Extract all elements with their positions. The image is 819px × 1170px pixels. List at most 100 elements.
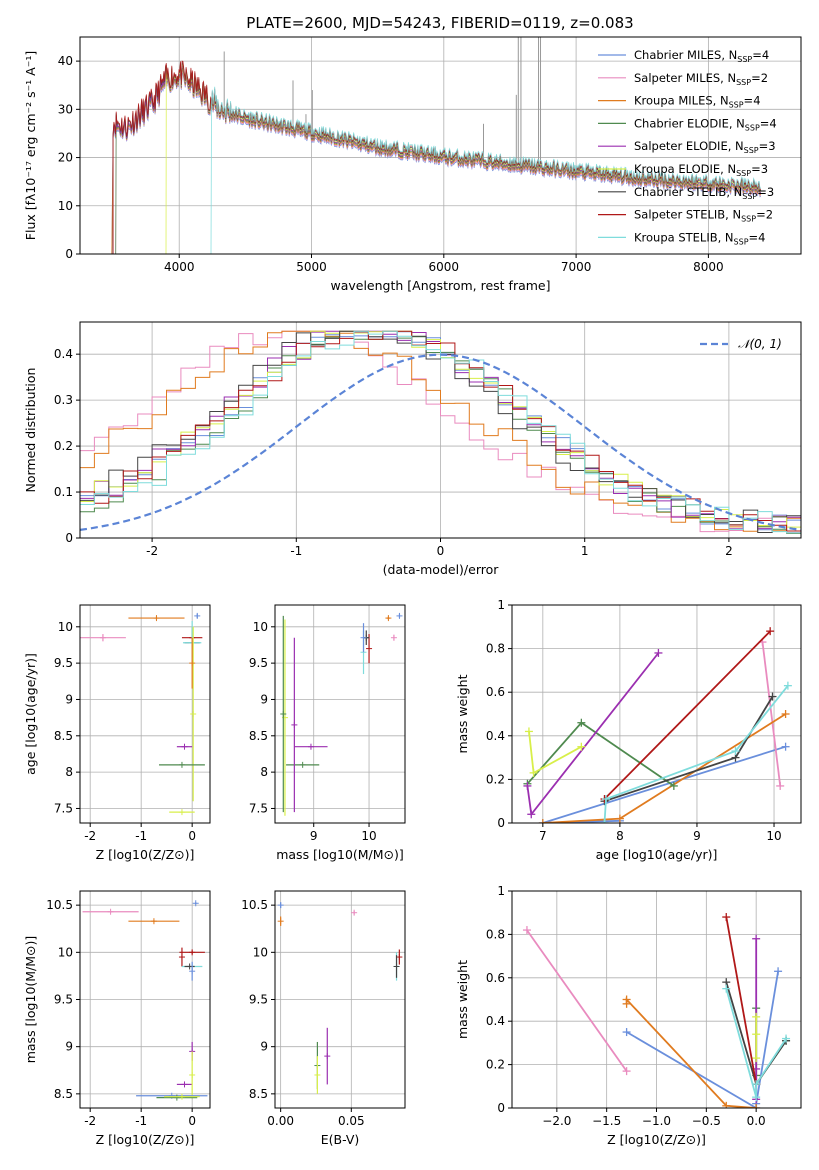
legend-label: Chabrier STELIB, NSSP=3 [634,185,774,201]
x-axis-label: Z [log10(Z/Z⊙)] [607,1132,706,1147]
grid [80,605,210,823]
y-tick-label: 0 [497,1101,505,1115]
y-tick-label: 0.6 [486,971,505,985]
legend-label: Chabrier MILES, NSSP=4 [634,48,769,64]
legend-nssp-eq: = [759,139,769,153]
y-tick-label: 0.2 [486,1058,505,1072]
x-tick-label: 9 [310,829,318,843]
y-tick-label: 9.5 [54,656,73,670]
legend-nssp-prefix: , N [720,71,736,85]
plot-area [522,913,791,1108]
legend-model-name: Salpeter ELODIE [634,139,728,153]
y-tick-label: 9 [260,692,268,706]
y-tick-label: 8.5 [54,729,73,743]
legend-nssp-sub: SSP [741,215,756,224]
y-tick-label: 0 [65,531,73,545]
legend-nssp-eq: = [751,162,761,176]
x-tick-label: 0.0 [747,1114,766,1128]
weight-series-line [526,721,675,787]
grid [275,605,405,823]
plot-area [523,627,792,823]
y-tick-label: 20 [58,151,73,165]
x-tick-label: 9 [693,829,701,843]
x-tick-label: 0 [188,1114,196,1128]
y-tick-label: 9 [65,692,73,706]
legend-nssp-value: 3 [768,139,775,153]
x-tick-label: −0.5 [692,1114,721,1128]
y-tick-label: 10 [58,945,73,959]
y-axis-label: Normed distribution [23,368,38,493]
legend-nssp-prefix: , N [721,48,737,62]
y-tick-label: 7.5 [249,801,268,815]
y-tick-label: 0.4 [54,347,73,361]
x-tick-label: -2 [146,544,158,558]
y-tick-label: 0.4 [486,729,505,743]
y-tick-label: 0.3 [54,393,73,407]
plot-area [280,612,403,816]
y-tick-label: 40 [58,54,73,68]
y-tick-label: 0 [497,816,505,830]
x-tick-label: -2 [84,1114,96,1128]
legend-nssp-eq: = [752,48,762,62]
x-tick-label: −1.0 [642,1114,671,1128]
y-tick-label: 1 [497,884,505,898]
x-tick-label: 6000 [429,260,460,274]
x-tick-label: 10 [766,829,781,843]
legend-model-name: Chabrier STELIB [634,185,726,199]
weight-series-line [725,988,787,1098]
legend-nssp-value: 2 [761,71,768,85]
legend-nssp-value: 4 [769,116,776,130]
y-axis-label: age [log10(age/yr)] [23,653,38,775]
legend-nssp-eq: = [751,71,761,85]
legend-model-name: Salpeter MILES [634,71,720,85]
x-tick-label: -1 [290,544,302,558]
y-tick-label: 9.5 [249,993,268,1007]
x-tick-label: 8 [616,829,624,843]
y-axis-label: mass weight [455,674,470,753]
legend-nssp-prefix: , N [725,208,741,222]
legend-model-name: Kroupa ELODIE [634,162,720,176]
grid [275,891,405,1108]
gaussian-curve [80,353,801,531]
y-tick-label: 10.5 [46,898,73,912]
weight-series-line [725,916,758,1085]
x-tick-label: 0 [437,544,445,558]
weight-series-line [603,685,789,823]
legend-nssp-prefix: , N [726,185,742,199]
legend-nssp-sub: SSP [745,123,760,132]
legend-nssp-sub: SSP [737,55,752,64]
x-tick-label: 4000 [164,260,195,274]
plot-area [111,37,762,254]
x-tick-label: 7 [539,829,547,843]
axes-frame [79,890,211,1109]
legend-nssp-eq: = [749,230,759,244]
model-spectrum [210,86,762,254]
y-axis-label: Flux [fλ10⁻¹⁷ erg cm⁻² s⁻¹ A⁻¹] [23,51,38,240]
y-tick-label: 10 [253,945,268,959]
x-tick-label: 2 [725,544,733,558]
x-tick-label: -1 [135,1114,147,1128]
y-tick-label: 7.5 [54,801,73,815]
x-tick-label: −2.0 [542,1114,571,1128]
y-tick-label: 0.6 [486,685,505,699]
plot-area [80,330,801,534]
legend-nssp-value: 4 [762,48,769,62]
legend-nssp-value: 3 [761,162,768,176]
legend-label: Salpeter MILES, NSSP=2 [634,71,768,87]
grid [80,891,210,1108]
y-tick-label: 8 [65,765,73,779]
plot-area [277,902,403,1094]
grid [512,604,801,824]
chart-z-mass: -2 -1 0 8.5 9 9.5 10 10.5 Z [log10(Z/Z⊙)] mass [l… [23,890,211,1147]
x-tick-label: 0 [188,829,196,843]
legend-nssp-prefix: , N [729,116,745,130]
x-axis-label: mass [log10(M/M⊙)] [276,847,404,862]
x-axis-label: Z [log10(Z/Z⊙)] [96,1132,195,1147]
legend-nssp-value: 4 [758,230,765,244]
weight-series-line [542,713,787,823]
y-tick-label: 10 [58,199,73,213]
legend-nssp-eq: = [744,94,754,108]
chart-z-weight: −2.0 −1.5 −1.0 −0.5 0.0 0 0.2 0.4 0.6 0.8 1 Z [log1… [455,884,802,1147]
